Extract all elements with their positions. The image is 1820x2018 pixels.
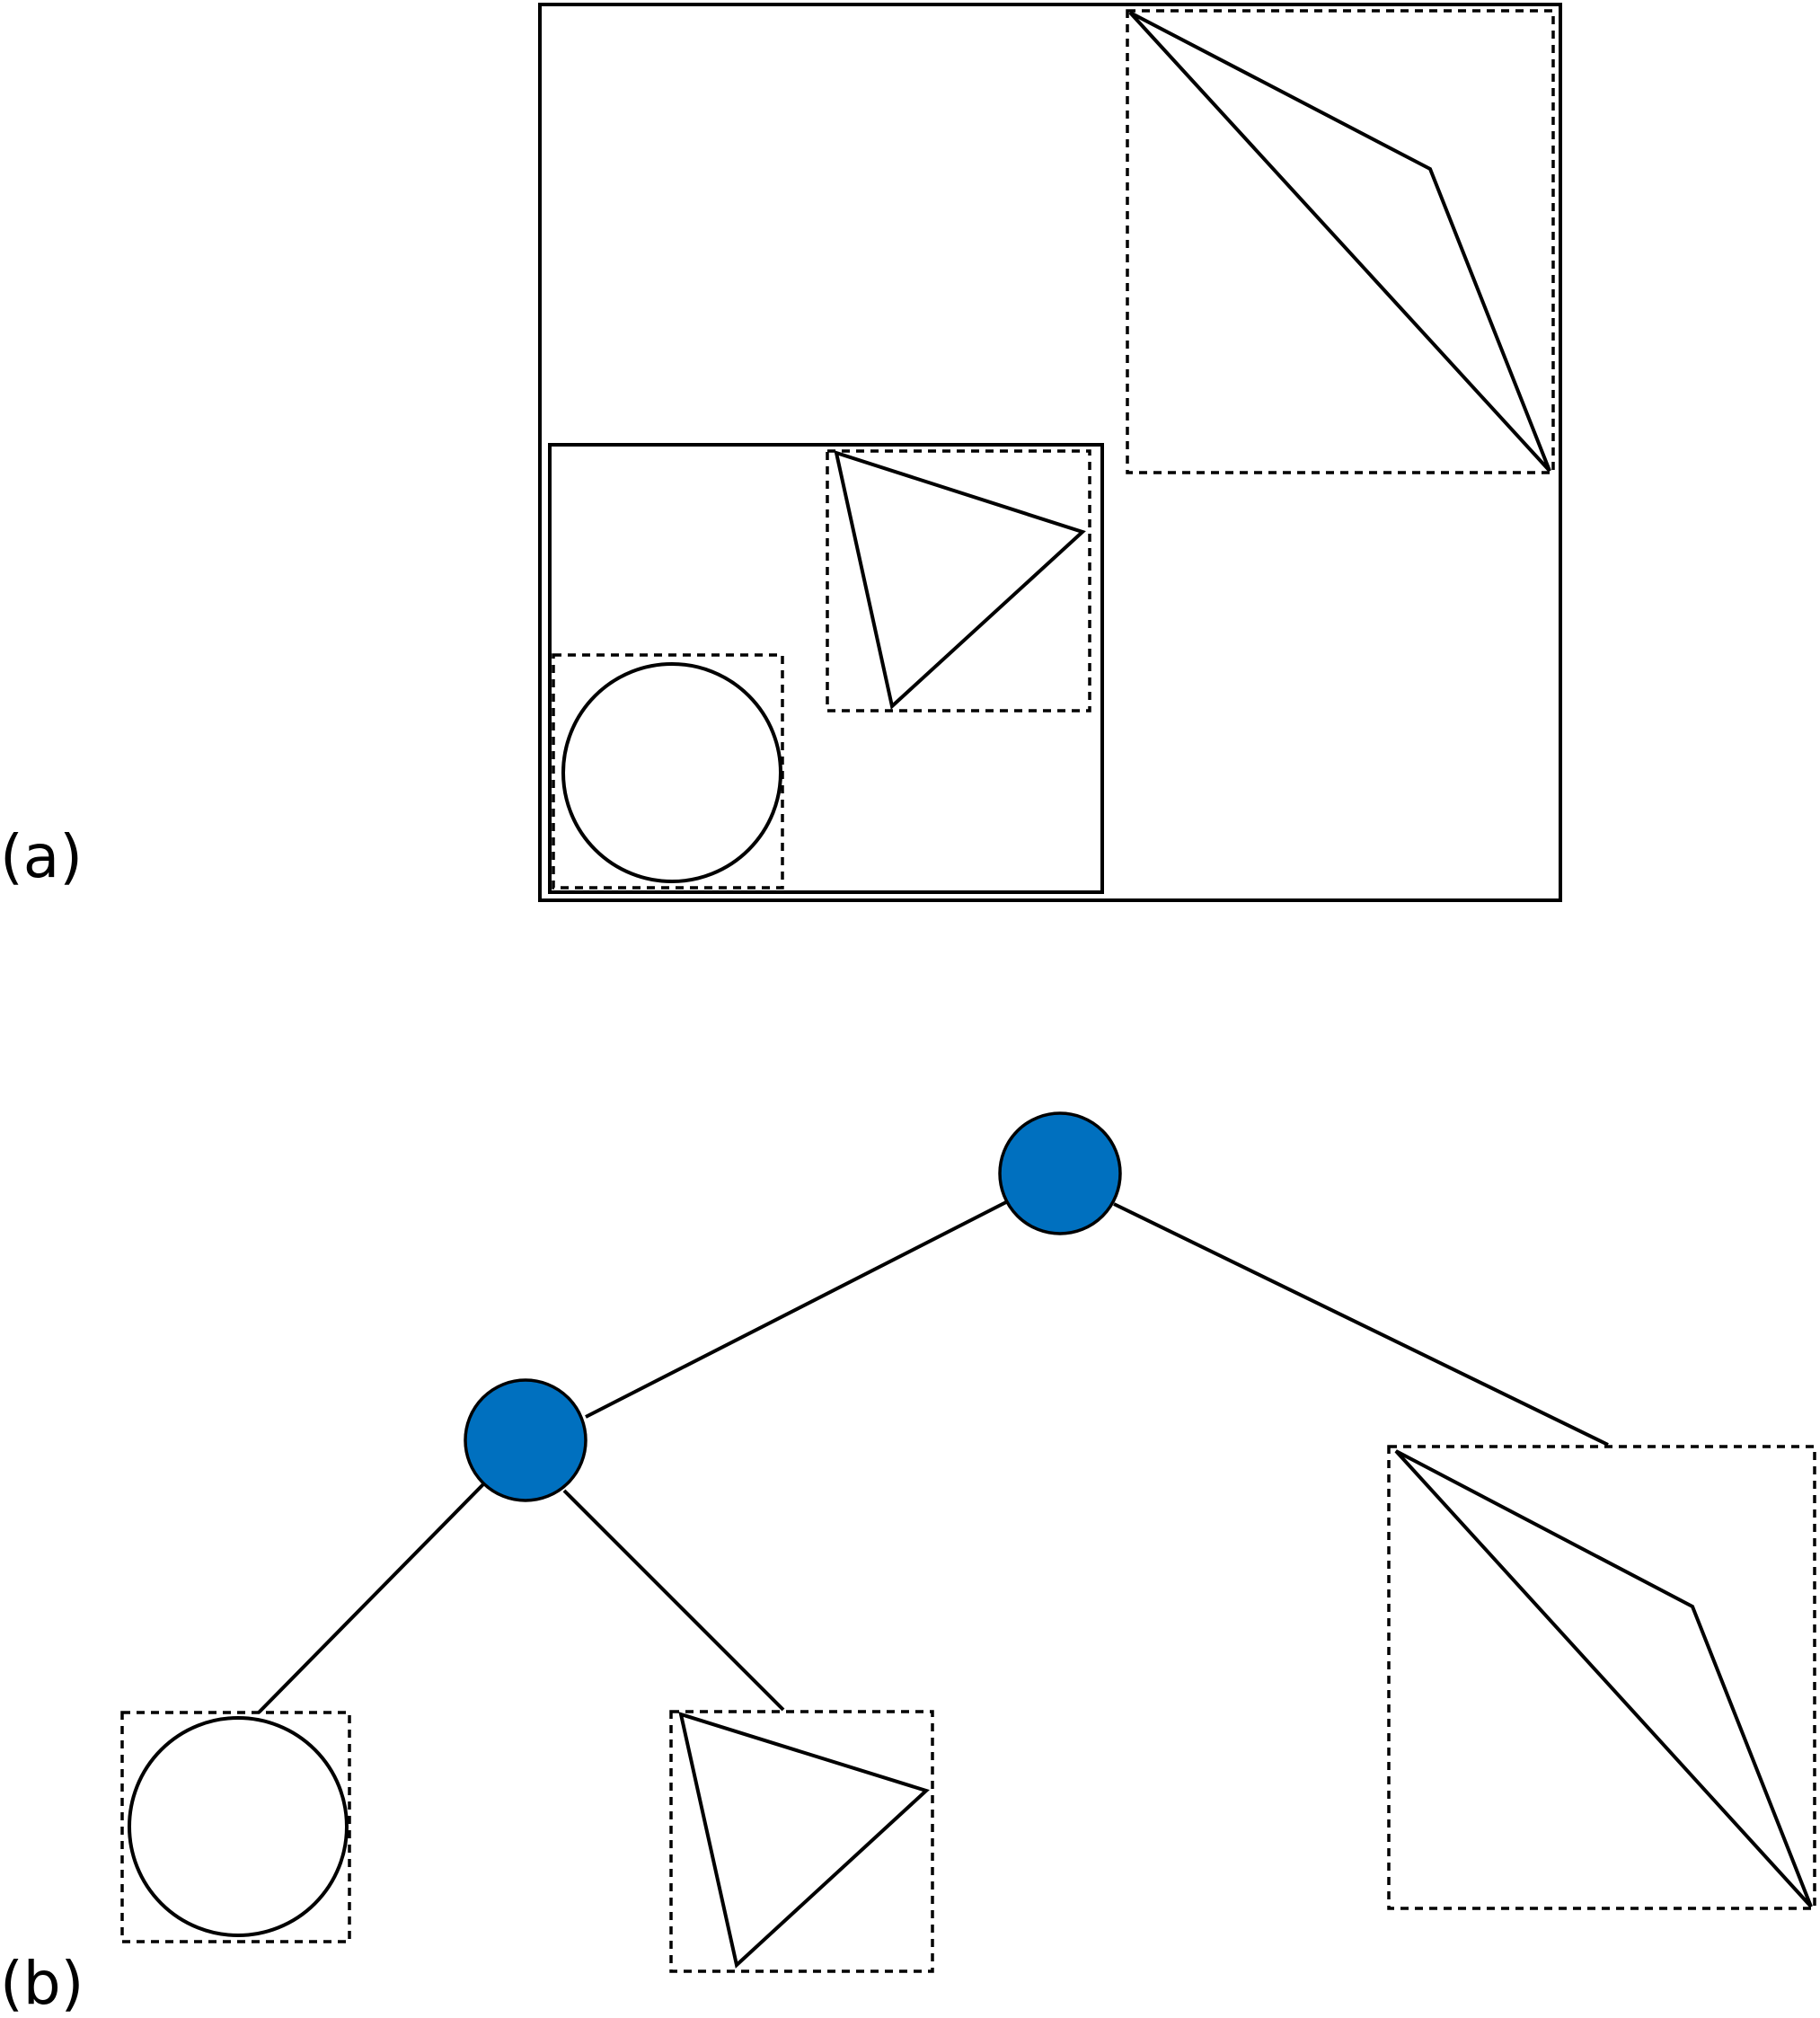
panel-b: (b) [0, 1111, 1816, 2018]
panel-a-label: (a) [0, 822, 83, 891]
circle-shape [561, 662, 782, 883]
triangle-leaf [669, 1710, 934, 1973]
triangle-leaf-mbr [669, 1710, 934, 1973]
circle-leaf-mbr [120, 1711, 351, 1943]
edge-inner-circle [257, 1483, 485, 1714]
inner-node [464, 1378, 588, 1502]
triangle-shape [834, 450, 1086, 710]
circle-mbr [552, 653, 784, 890]
circle-leaf [120, 1711, 351, 1943]
edge-root-quadrilateral [1113, 1202, 1609, 1447]
quadrilateral-leaf-shape [1394, 1449, 1813, 1908]
triangle-mbr [826, 449, 1091, 712]
panel-a: (a) [0, 3, 1562, 902]
quadrilateral-leaf-mbr [1387, 1445, 1816, 1910]
root-bounding-box [538, 3, 1562, 902]
root-node [998, 1111, 1122, 1235]
triangle-leaf-shape [678, 1712, 930, 1969]
edge-root-inner [585, 1200, 1007, 1419]
circle-leaf-shape [128, 1716, 349, 1937]
quadrilateral-leaf [1387, 1445, 1816, 1910]
inner-bounding-box [548, 443, 1104, 894]
quadrilateral-mbr [1126, 9, 1555, 474]
panel-b-label: (b) [0, 1949, 84, 2018]
edge-inner-triangle [562, 1489, 785, 1712]
quadrilateral-shape [1128, 11, 1551, 473]
